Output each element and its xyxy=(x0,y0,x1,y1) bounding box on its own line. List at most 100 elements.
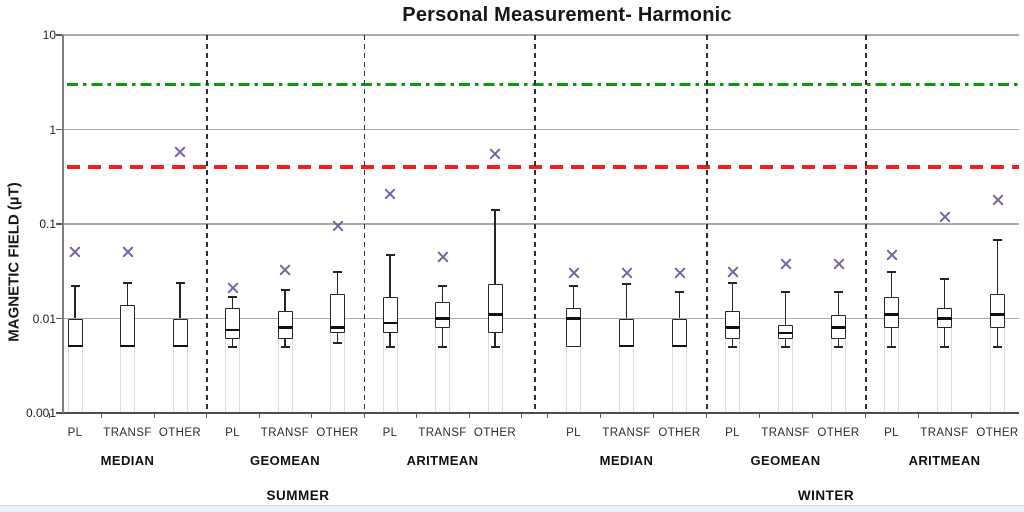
box-iqr xyxy=(884,296,899,328)
x-axis-tick xyxy=(206,413,208,418)
x-outlier-marker xyxy=(673,267,686,280)
x-category-label: OTHER xyxy=(658,427,701,439)
x-category-label: TRANSF xyxy=(761,427,810,439)
whisker-lower-cap xyxy=(228,345,237,348)
median-line xyxy=(831,326,846,329)
drop-line xyxy=(291,339,293,412)
y-axis-tick xyxy=(56,128,62,131)
drop-line xyxy=(225,339,226,412)
whisker-upper xyxy=(441,286,444,302)
drop-line xyxy=(81,346,83,412)
x-category-label: TRANSF xyxy=(920,427,969,439)
x-axis-tick xyxy=(971,413,973,418)
drop-line xyxy=(134,346,135,412)
whisker-lower xyxy=(494,333,496,347)
drop-line xyxy=(686,346,687,412)
x-axis-tick xyxy=(759,413,761,418)
season-label: WINTER xyxy=(797,488,855,503)
whisker-upper-cap xyxy=(123,281,132,284)
drop-line xyxy=(831,339,832,412)
whisker-lower-cap xyxy=(887,345,896,348)
whisker-upper-cap xyxy=(70,285,80,288)
median-line xyxy=(672,344,687,347)
group-label: GEOMEAN xyxy=(750,453,821,468)
x-category-label: OTHER xyxy=(158,427,202,439)
whisker-upper-cap xyxy=(385,253,395,256)
drop-line xyxy=(330,333,331,412)
box-iqr xyxy=(435,301,450,328)
drop-line xyxy=(186,346,188,412)
drop-line xyxy=(580,346,581,412)
drop-line xyxy=(449,327,450,412)
x-outlier-marker xyxy=(226,282,239,295)
drop-line xyxy=(396,333,398,412)
whisker-upper xyxy=(625,284,628,319)
drop-line xyxy=(778,339,779,412)
whisker-upper-cap xyxy=(940,278,949,281)
y-axis-tick xyxy=(56,317,62,320)
box-iqr xyxy=(277,311,293,340)
group-separator-line xyxy=(206,35,208,413)
whisker-upper-cap xyxy=(993,238,1002,241)
group-label: ARITMEAN xyxy=(406,453,479,468)
x-axis-tick xyxy=(101,413,103,418)
drop-line xyxy=(277,339,279,412)
x-outlier-marker xyxy=(436,250,449,263)
whisker-upper xyxy=(678,292,681,319)
whisker-upper-cap xyxy=(175,281,185,284)
whisker-lower-cap xyxy=(280,345,290,348)
drop-line xyxy=(120,346,121,412)
median-line xyxy=(937,317,952,320)
group-label: MEDIAN xyxy=(599,453,654,468)
median-line xyxy=(330,326,345,329)
x-axis-tick xyxy=(547,413,549,418)
drop-line xyxy=(937,327,938,412)
y-tick-label: 0.001 xyxy=(25,406,56,420)
x-category-label: TRANSF xyxy=(418,427,467,439)
whisker-upper-cap xyxy=(438,285,447,288)
median-line xyxy=(884,313,899,316)
x-category-label: OTHER xyxy=(976,427,1019,439)
group-label: MEDIAN xyxy=(100,453,155,468)
x-outlier-marker xyxy=(991,193,1004,206)
group-separator-line xyxy=(706,35,708,413)
median-line xyxy=(725,326,740,329)
x-outlier-marker xyxy=(832,257,845,270)
x-outlier-marker xyxy=(121,246,134,259)
x-axis-tick xyxy=(706,413,708,418)
y-axis-line xyxy=(62,35,64,413)
drop-line xyxy=(566,346,567,412)
whisker-lower xyxy=(943,327,946,347)
x-axis-tick xyxy=(521,413,523,418)
whisker-lower-cap xyxy=(438,345,447,348)
box-iqr xyxy=(990,294,1005,328)
x-axis-tick xyxy=(468,413,470,418)
whisker-upper-cap xyxy=(280,289,290,292)
whisker-upper-cap xyxy=(622,283,631,286)
median-line xyxy=(619,344,634,347)
drop-line xyxy=(1004,327,1005,412)
whisker-lower xyxy=(837,339,840,347)
drop-line xyxy=(725,339,726,412)
whisker-lower xyxy=(389,333,391,347)
x-category-label: PL xyxy=(225,427,240,439)
whisker-lower-cap xyxy=(333,342,342,345)
drop-line xyxy=(633,346,634,412)
x-category-label: PL xyxy=(884,427,899,439)
median-line xyxy=(382,321,398,324)
median-line xyxy=(277,326,293,329)
whisker-lower xyxy=(996,327,999,347)
whisker-upper xyxy=(837,292,840,315)
gridline xyxy=(62,34,1019,36)
box-iqr xyxy=(672,318,687,347)
drop-line xyxy=(172,346,174,412)
x-category-label: PL xyxy=(67,427,83,439)
median-line xyxy=(67,344,83,347)
x-outlier-marker xyxy=(885,248,898,261)
drop-line xyxy=(672,346,673,412)
x-category-label: PL xyxy=(725,427,740,439)
x-outlier-marker xyxy=(69,246,82,259)
whisker-upper xyxy=(784,292,787,326)
drop-line xyxy=(845,339,846,412)
y-tick-label: 10 xyxy=(42,28,56,42)
